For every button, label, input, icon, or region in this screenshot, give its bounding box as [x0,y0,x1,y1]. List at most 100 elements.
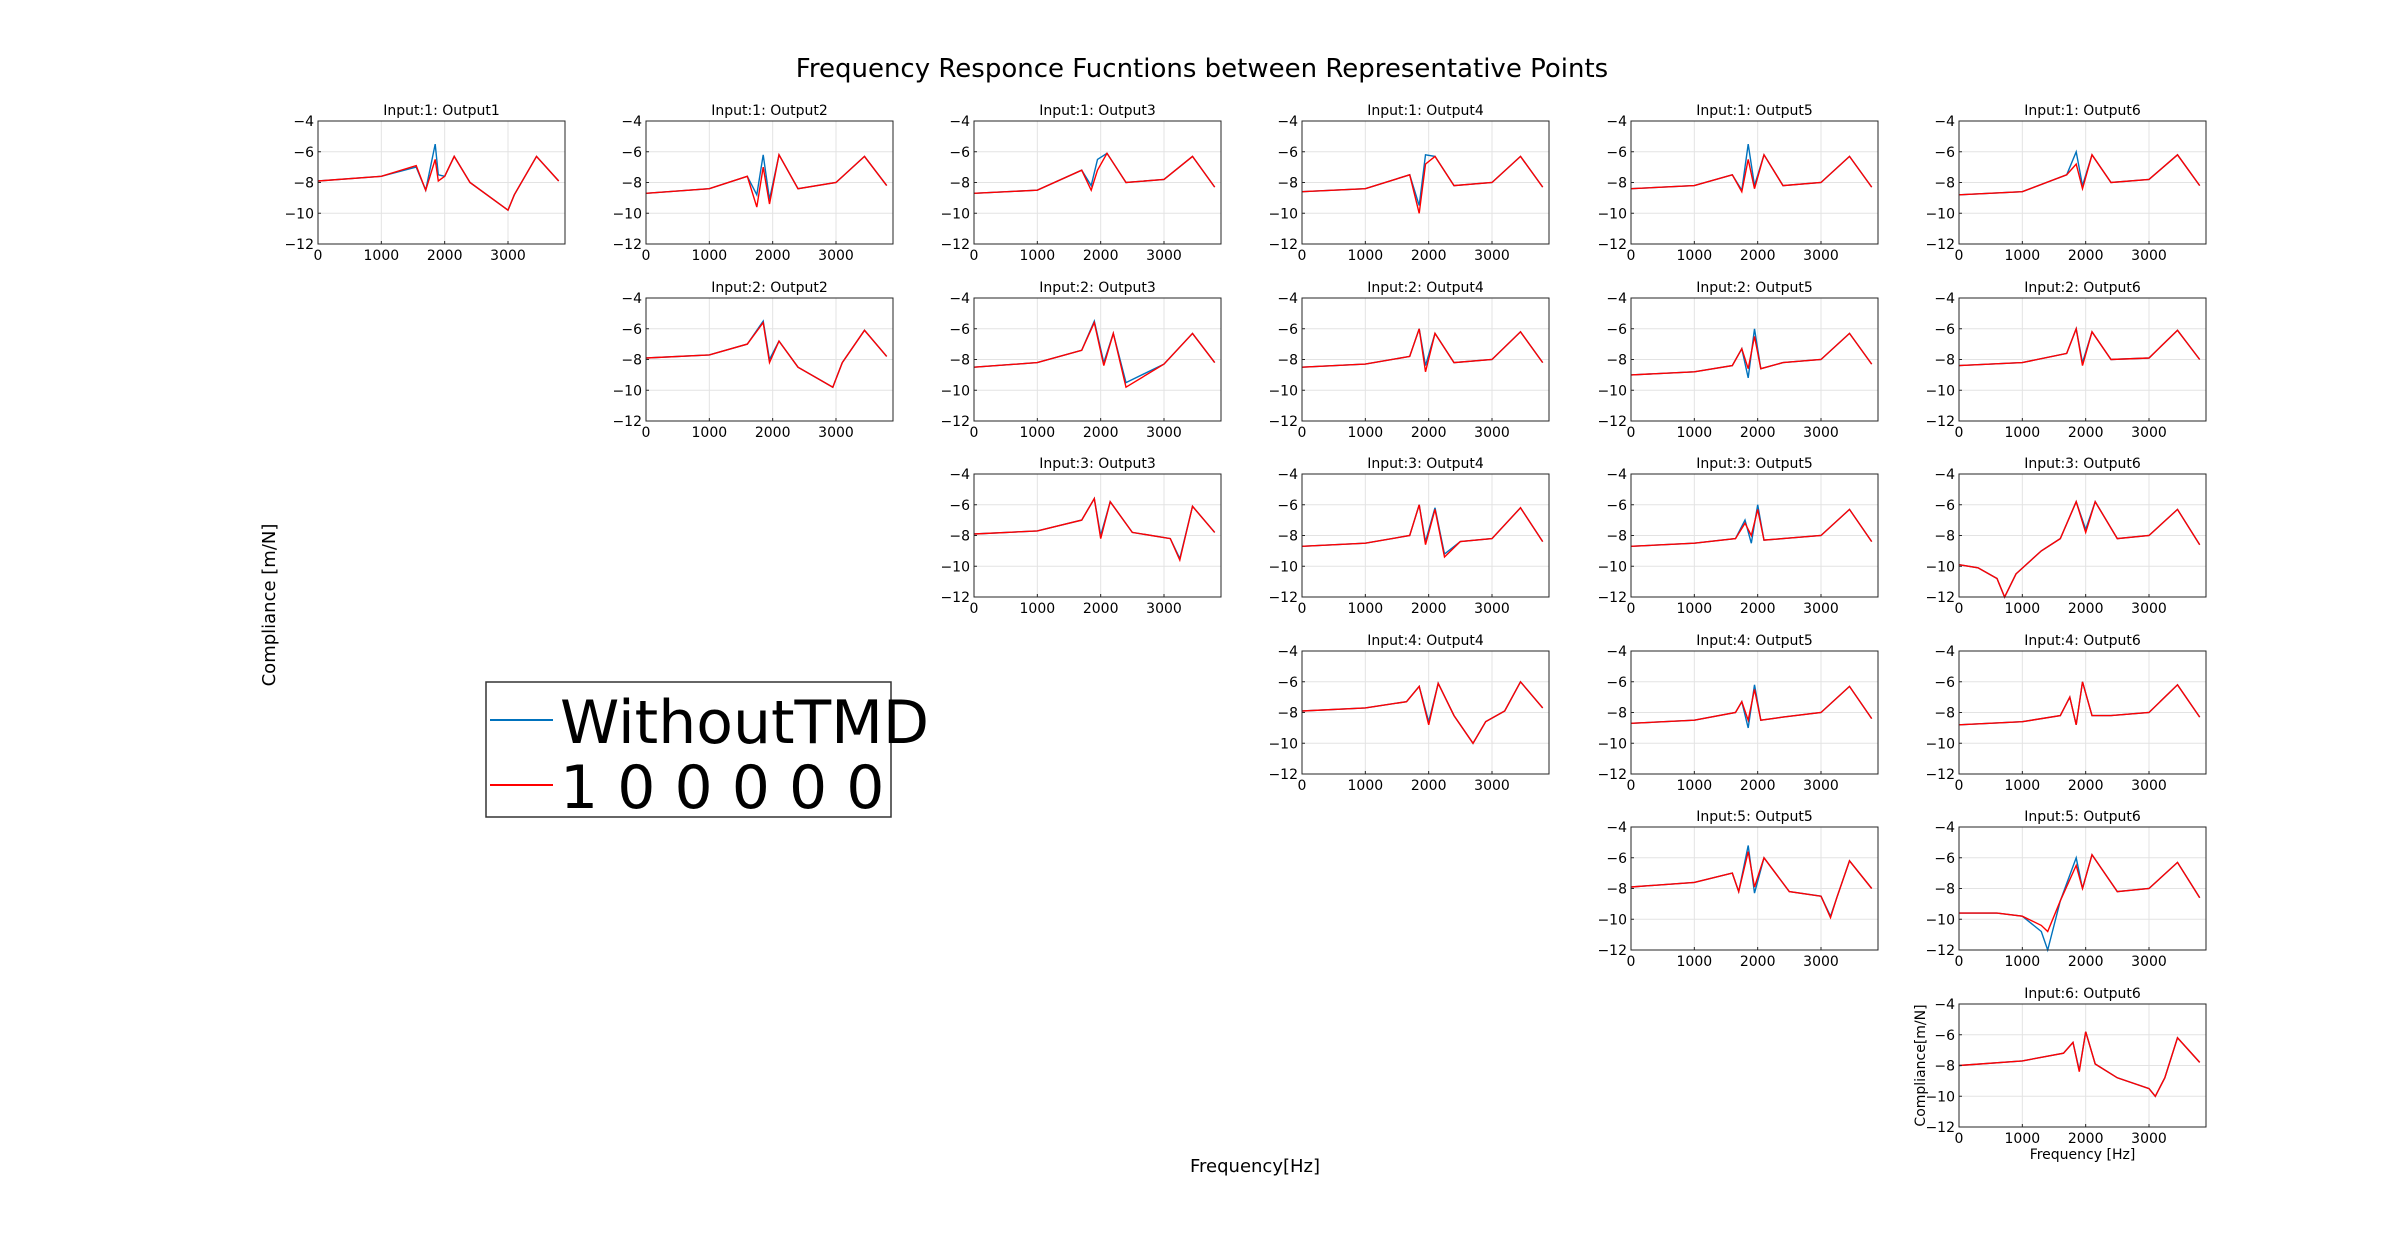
x-tick-label: 2000 [2068,248,2104,264]
y-tick-label: −12 [1925,943,1955,959]
x-tick-label: 3000 [818,248,854,264]
y-tick-label: −6 [1934,1028,1955,1044]
subplot-title: Input:2: Output3 [1039,280,1156,296]
y-tick-label: −8 [1934,176,1955,192]
x-tick-label: 2000 [2068,425,2104,441]
series-line-tmd [1301,328,1544,372]
subplot-title: Input:1: Output1 [383,103,500,119]
y-tick-label: −8 [1934,353,1955,369]
x-tick-label: 1000 [692,248,728,264]
subplot-4-5: 0 1000 2000 3000 −4 −6 −8 −10 −12 Input:4: Output… [1597,633,1879,794]
y-tick-label: −6 [1277,145,1298,161]
x-tick-label: 2000 [1411,425,1447,441]
x-tick-label: 1000 [692,425,728,441]
y-tick-label: −6 [949,498,970,514]
y-tick-label: −4 [1277,291,1298,307]
x-tick-label: 3000 [1803,778,1839,794]
subplot-title: Input:3: Output5 [1696,456,1813,472]
x-tick-label: 3000 [1474,248,1510,264]
x-tick-label: 0 [1955,601,1964,617]
y-tick-label: −4 [1606,820,1627,836]
y-tick-label: −12 [1925,237,1955,253]
subplot-2-2: 0 1000 2000 3000 −4 −6 −8 −10 −12 Input:2: Output… [612,280,894,441]
subplot-title: Input:6: Output6 [2024,986,2141,1002]
subplot-title: Input:2: Output2 [711,280,828,296]
y-tick-label: −10 [1925,206,1955,222]
x-tick-label: 3000 [1474,778,1510,794]
x-tick-label: 3000 [2131,601,2167,617]
subplot-2-3: 0 1000 2000 3000 −4 −6 −8 −10 −12 Input:2: Output… [940,280,1222,441]
y-tick-label: −4 [1934,467,1955,483]
x-tick-label: 3000 [1474,425,1510,441]
y-tick-label: −12 [1597,943,1627,959]
subplot-2-5: 0 1000 2000 3000 −4 −6 −8 −10 −12 Input:2: Output… [1597,280,1879,441]
x-tick-label: 0 [642,248,651,264]
y-tick-label: −12 [1925,1120,1955,1136]
y-tick-label: −8 [1606,529,1627,545]
x-tick-label: 0 [1955,425,1964,441]
y-tick-label: −4 [1277,467,1298,483]
x-tick-label: 3000 [2131,248,2167,264]
legend-label-without-tmd: WithoutTMD [560,688,929,758]
x-tick-label: 3000 [1803,601,1839,617]
figure-xlabel: Frequency[Hz] [1190,1156,1320,1177]
x-tick-label: 0 [1955,778,1964,794]
y-tick-label: −4 [949,467,970,483]
x-tick-label: 0 [1298,778,1307,794]
figure-title: Frequency Responce Fucntions between Rep… [796,54,1608,84]
x-tick-label: 1000 [2005,248,2041,264]
x-tick-label: 3000 [1146,248,1182,264]
x-tick-label: 2000 [1411,778,1447,794]
x-tick-label: 1000 [1020,425,1056,441]
x-tick-label: 0 [1955,954,1964,970]
series-line-tmd [1301,504,1544,559]
subplot-title: Input:1: Output5 [1696,103,1813,119]
subplot-title: Input:4: Output5 [1696,633,1813,649]
y-tick-label: −6 [1606,851,1627,867]
y-tick-label: −12 [940,237,970,253]
subplot-title: Input:2: Output5 [1696,280,1813,296]
y-tick-label: −6 [1606,675,1627,691]
x-tick-label: 2000 [1083,425,1119,441]
y-tick-label: −6 [1606,322,1627,338]
subplot-title: Input:5: Output6 [2024,809,2141,825]
series-line-tmd [1959,853,2201,933]
y-tick-label: −10 [940,383,970,399]
x-tick-label: 0 [970,425,979,441]
x-tick-label: 0 [1627,778,1636,794]
y-tick-label: −8 [949,353,970,369]
y-tick-label: −10 [1925,559,1955,575]
y-tick-label: −10 [1597,736,1627,752]
y-tick-label: −12 [940,414,970,430]
x-tick-label: 2000 [2068,954,2104,970]
y-tick-label: −10 [1268,383,1298,399]
x-tick-label: 3000 [1803,954,1839,970]
x-tick-label: 2000 [427,248,463,264]
y-tick-label: −4 [1934,997,1955,1013]
x-tick-label: 1000 [1677,425,1713,441]
y-tick-label: −4 [1934,820,1955,836]
series-line-tmd [973,320,1216,389]
x-tick-label: 1000 [2005,425,2041,441]
y-tick-label: −10 [1268,736,1298,752]
x-tick-label: 1000 [364,248,400,264]
x-tick-label: 0 [1955,1131,1964,1147]
series-line-tmd [645,320,888,389]
y-tick-label: −12 [1925,767,1955,783]
y-tick-label: −8 [1277,353,1298,369]
x-tick-label: 0 [1627,248,1636,264]
series-line-tmd [973,496,1216,563]
x-tick-label: 0 [1955,248,1964,264]
y-tick-label: −6 [1277,498,1298,514]
x-tick-label: 0 [1298,425,1307,441]
y-tick-label: −4 [949,114,970,130]
y-tick-label: −8 [1606,882,1627,898]
series-line-tmd [1958,499,2201,599]
x-tick-label: 2000 [2068,601,2104,617]
y-tick-label: −8 [1934,882,1955,898]
x-tick-label: 3000 [1803,248,1839,264]
series-line-tmd [1958,153,2201,196]
series-line-tmd [645,152,888,208]
y-tick-label: −4 [1606,291,1627,307]
